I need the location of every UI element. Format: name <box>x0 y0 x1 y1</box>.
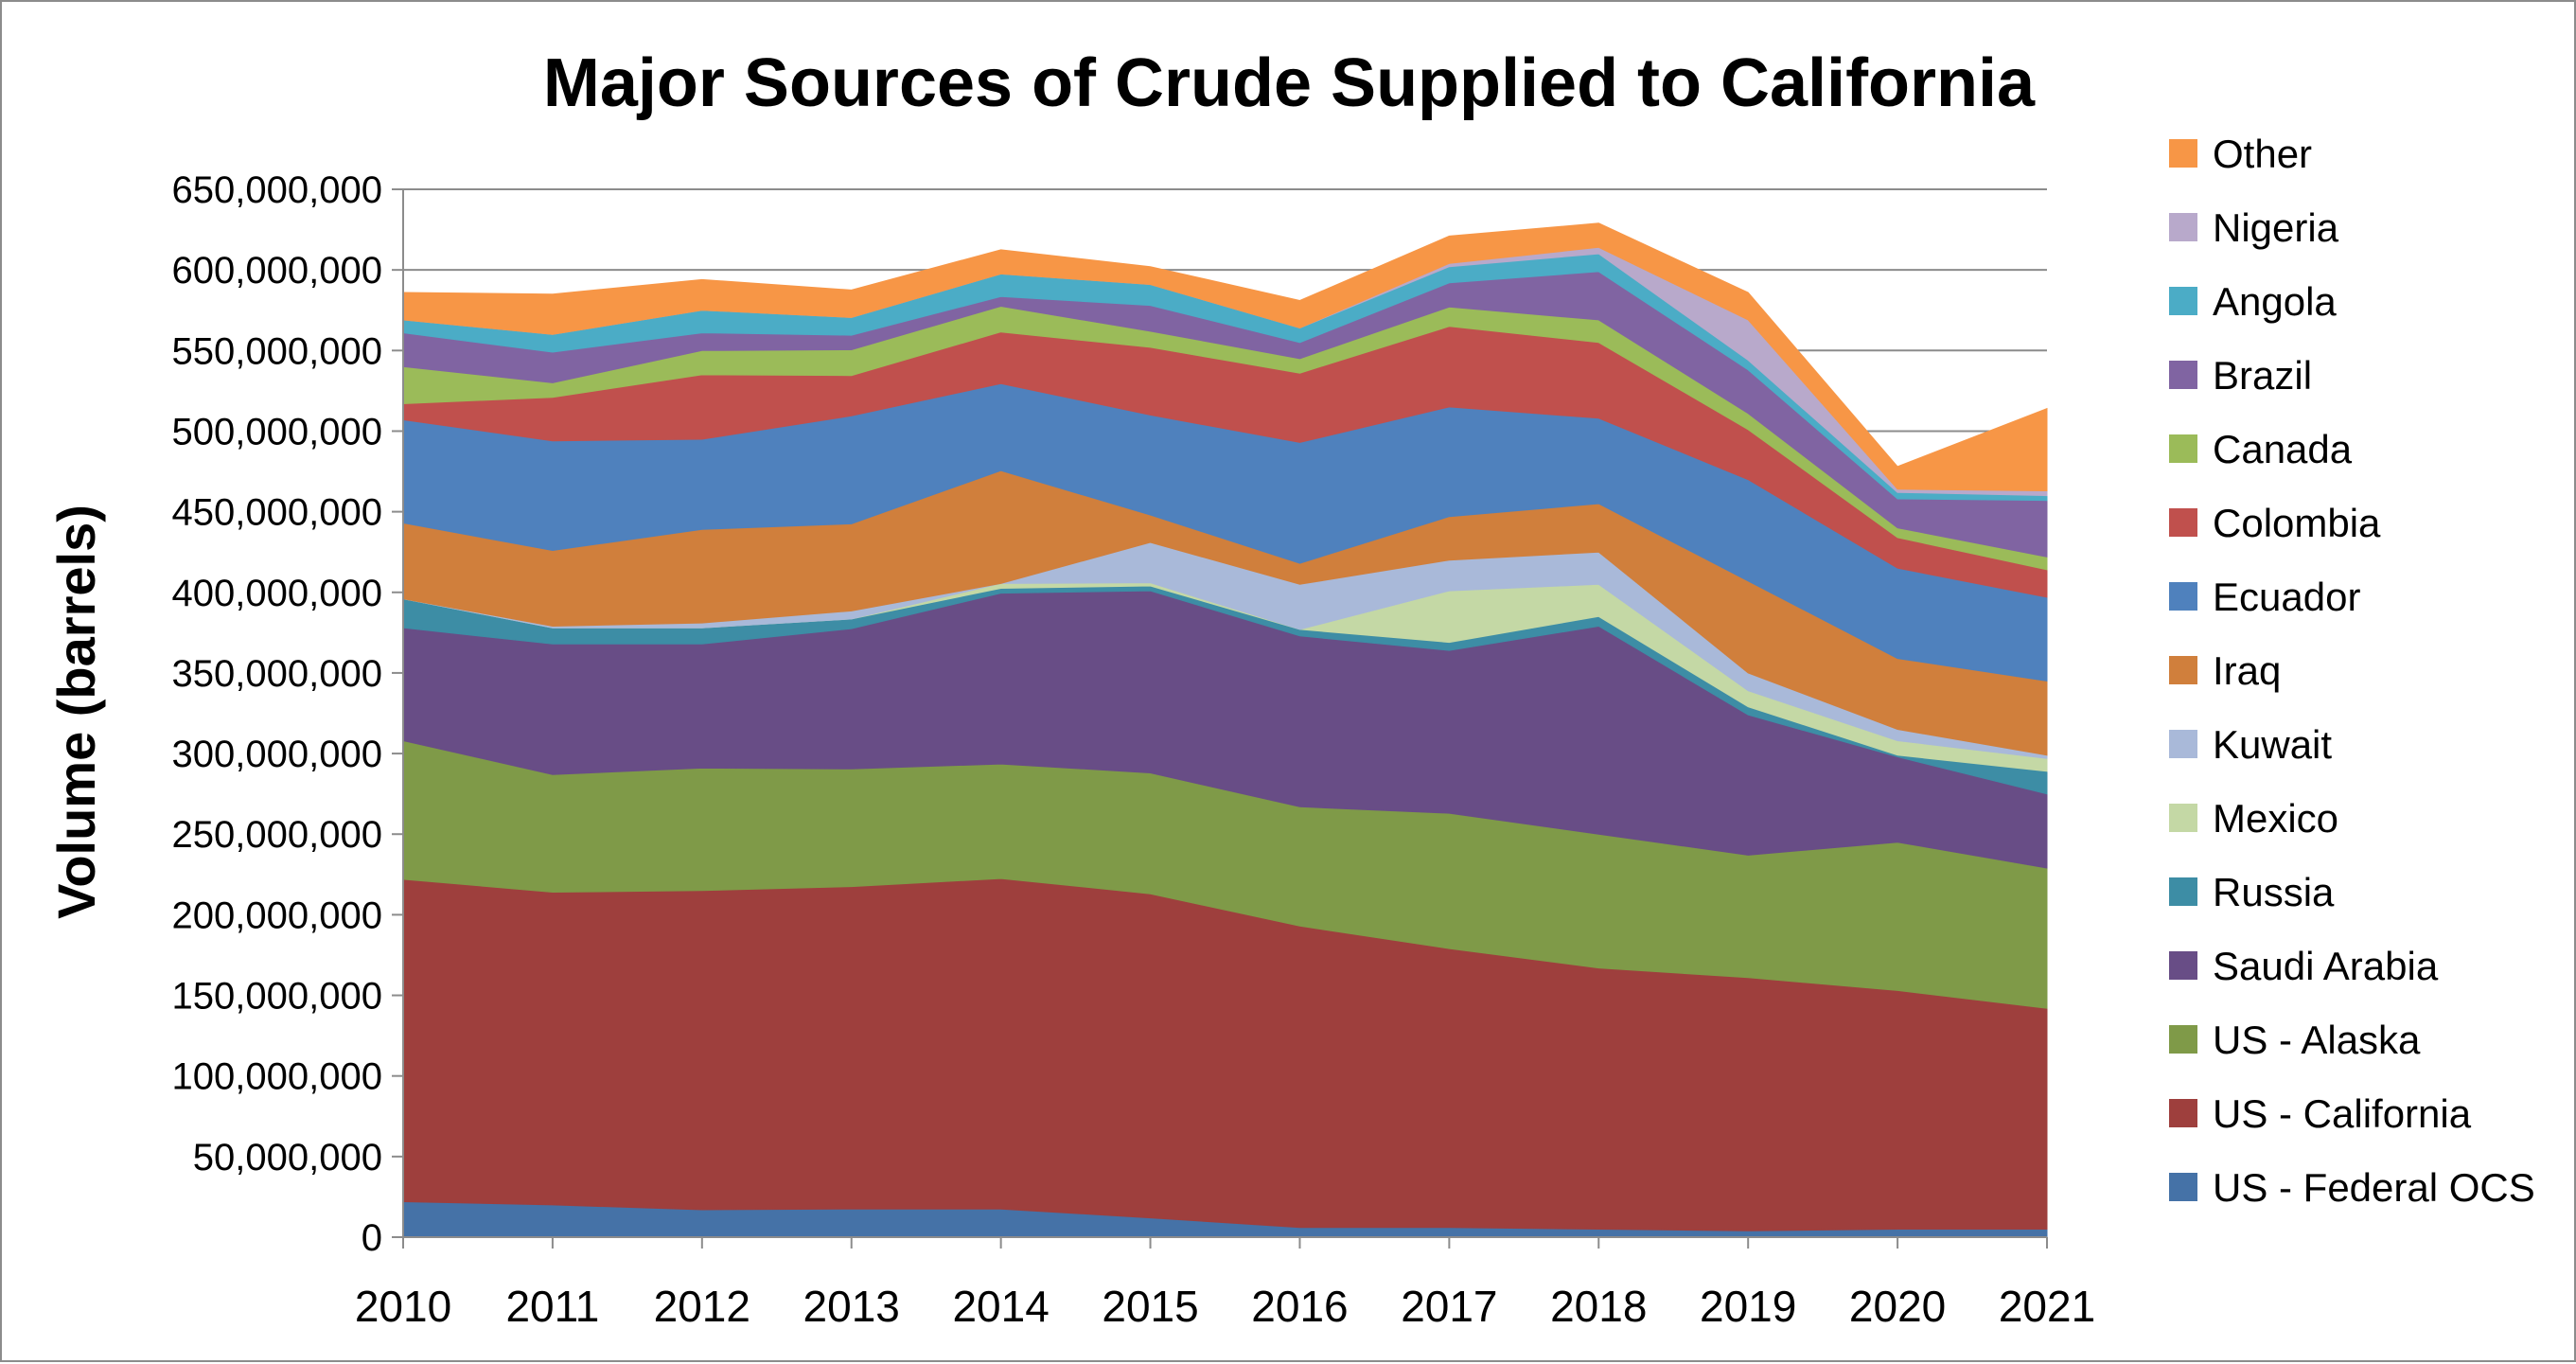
y-tick-label: 50,000,000 <box>193 1137 382 1178</box>
legend-label: Colombia <box>2213 501 2381 545</box>
x-tick-label: 2020 <box>1849 1282 1946 1331</box>
legend-swatch <box>2169 1173 2197 1201</box>
legend-swatch <box>2169 730 2197 758</box>
x-tick-label: 2016 <box>1251 1282 1348 1331</box>
area-series-14 <box>402 222 2048 492</box>
legend-swatch <box>2169 582 2197 611</box>
legend-swatch <box>2169 139 2197 168</box>
x-tick-label: 2018 <box>1550 1282 1647 1331</box>
area-series-group <box>402 222 2048 1238</box>
legend: Other Nigeria Angola Brazil Canada Colombia Ec… <box>2169 132 2535 1210</box>
y-tick-label: 100,000,000 <box>172 1056 382 1098</box>
legend-swatch <box>2169 434 2197 463</box>
x-tick-label: 2012 <box>654 1282 750 1331</box>
x-tick-label: 2015 <box>1102 1282 1198 1331</box>
y-tick-label: 200,000,000 <box>172 895 382 936</box>
y-tick-label: 400,000,000 <box>172 573 382 614</box>
legend-swatch <box>2169 804 2197 832</box>
y-tick-label: 300,000,000 <box>172 734 382 775</box>
legend-label: Brazil <box>2213 353 2312 398</box>
legend-label: US - Alaska <box>2213 1018 2421 1062</box>
legend-swatch <box>2169 1099 2197 1127</box>
y-tick-label: 250,000,000 <box>172 814 382 856</box>
y-tick-label: 650,000,000 <box>172 169 382 211</box>
legend-swatch <box>2169 951 2197 980</box>
y-tick-label: 550,000,000 <box>172 330 382 372</box>
legend-swatch <box>2169 361 2197 389</box>
x-tick-label: 2014 <box>952 1282 1049 1331</box>
y-tick-label: 500,000,000 <box>172 411 382 452</box>
legend-swatch <box>2169 877 2197 906</box>
legend-label: Kuwait <box>2213 722 2332 767</box>
y-axis-label: Volume (barrels) <box>46 505 106 919</box>
legend-swatch <box>2169 656 2197 684</box>
y-tick-label: 0 <box>362 1217 382 1259</box>
legend-label: US - California <box>2213 1091 2472 1136</box>
y-tick-labels: 0 50,000,000 100,000,000 150,000,000 200,000… <box>172 169 382 1259</box>
legend-swatch <box>2169 287 2197 315</box>
legend-label: Russia <box>2213 870 2335 914</box>
legend-label: Canada <box>2213 427 2353 471</box>
x-tick-labels: 2010 2011 2012 2013 2014 2015 2016 2017 2018 2019… <box>355 1282 2095 1331</box>
legend-swatch <box>2169 1025 2197 1054</box>
legend-label: Nigeria <box>2213 205 2339 250</box>
chart-title: Major Sources of Crude Supplied to Calif… <box>543 45 2036 121</box>
legend-label: US - Federal OCS <box>2213 1165 2535 1210</box>
x-tick-label: 2013 <box>803 1282 900 1331</box>
legend-label: Ecuador <box>2213 575 2360 619</box>
x-tick-label: 2011 <box>505 1282 599 1331</box>
legend-swatch <box>2169 508 2197 537</box>
legend-label: Mexico <box>2213 796 2338 841</box>
legend-label: Saudi Arabia <box>2213 944 2439 988</box>
legend-label: Iraq <box>2213 648 2281 693</box>
y-tick-label: 350,000,000 <box>172 653 382 695</box>
y-tick-label: 450,000,000 <box>172 492 382 534</box>
y-tick-label: 150,000,000 <box>172 976 382 1018</box>
x-tick-label: 2019 <box>1700 1282 1796 1331</box>
legend-swatch <box>2169 213 2197 241</box>
legend-label: Other <box>2213 132 2312 176</box>
y-tick-label: 600,000,000 <box>172 250 382 292</box>
x-tick-label: 2021 <box>1999 1282 2095 1331</box>
x-tick-label: 2017 <box>1401 1282 1497 1331</box>
axes <box>402 189 2048 1249</box>
legend-label: Angola <box>2213 279 2337 324</box>
x-tick-label: 2010 <box>355 1282 451 1331</box>
